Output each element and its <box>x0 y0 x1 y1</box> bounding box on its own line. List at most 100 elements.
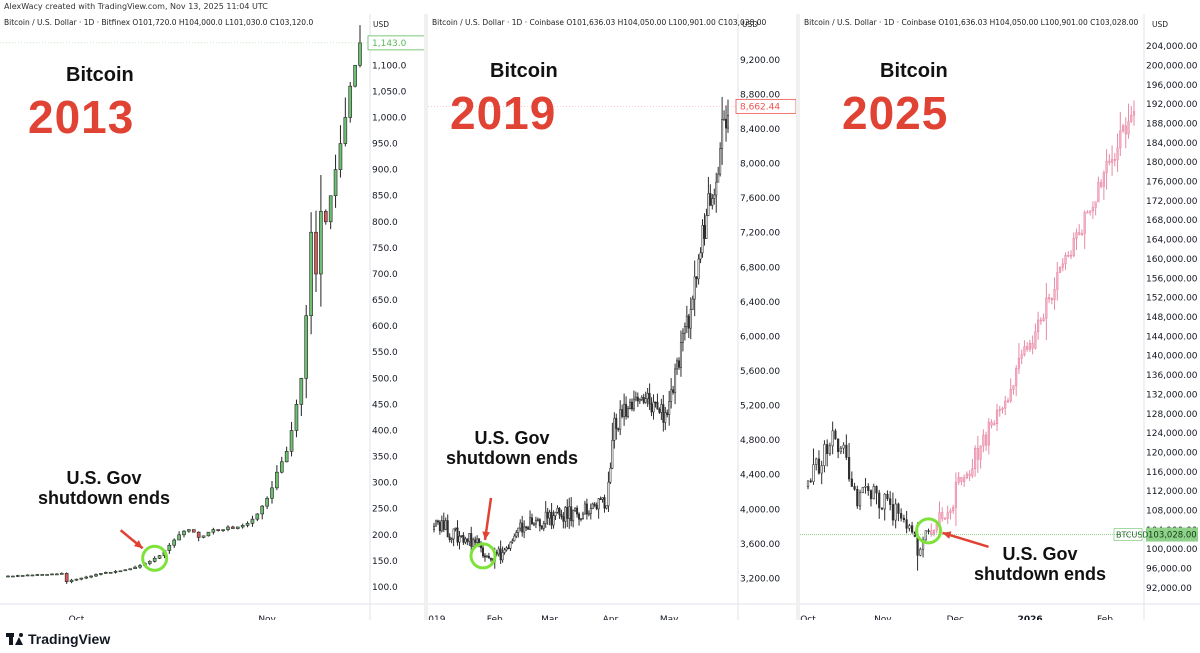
candle-body <box>703 225 706 239</box>
candle-body <box>548 511 551 519</box>
y-tick-label: 8,400.00 <box>740 125 780 135</box>
candle-body <box>25 574 30 577</box>
candle-body <box>177 534 181 541</box>
y-tick-label: 950.0 <box>372 140 398 150</box>
y-tick-label: 450.0 <box>372 400 398 410</box>
candle-body <box>607 481 610 507</box>
candle-body <box>255 513 260 520</box>
chart-panel-2025[interactable]: 92,000.0096,000.00100,000.00104,000.0010… <box>800 14 1200 620</box>
candle-body <box>260 505 265 515</box>
x-tick-label: Dec <box>947 615 964 620</box>
shutdown-marker-circle <box>915 517 943 545</box>
candle-body <box>858 492 862 507</box>
y-tick-label: 5,600.00 <box>740 367 780 377</box>
candle-body <box>845 444 848 458</box>
candle-body <box>646 392 649 400</box>
candle-body <box>595 504 598 510</box>
candle-body <box>971 468 974 477</box>
x-tick-label: 2019 <box>428 615 446 620</box>
candle-body <box>1020 354 1023 359</box>
candle-body <box>323 211 328 223</box>
candle-body <box>74 578 79 581</box>
chart-2019-svg[interactable]: 3,200.00 3,600.00 4,000.00 4,400.00 4,800.00… <box>428 14 798 620</box>
candle-body <box>1064 255 1067 265</box>
y-tick-label: 112,000.00 <box>1146 487 1198 497</box>
candle-body <box>59 573 64 575</box>
candle-body <box>900 513 903 519</box>
candle-body <box>681 332 684 343</box>
candle-body <box>872 486 875 500</box>
candle-body <box>691 298 694 310</box>
candle-body <box>523 526 526 533</box>
y-tick-label: 200.0 <box>372 531 398 541</box>
y-tick-label: 124,000.00 <box>1146 429 1198 439</box>
candle-body <box>499 548 502 561</box>
chart-title: Bitcoin <box>66 64 134 86</box>
candle-body <box>1028 342 1031 350</box>
chart-panel-2013[interactable]: 100.0 150.0 200.0 250.0 300.0 350.0 400.0 450.0… <box>0 14 426 620</box>
candle-body <box>550 511 553 526</box>
candle-body <box>611 440 614 469</box>
candle-body <box>867 486 870 491</box>
y-tick-label: 4,000.00 <box>740 505 780 515</box>
x-tick-label: May <box>660 615 679 620</box>
candle-body <box>952 507 955 512</box>
y-tick-label: 1,000.0 <box>372 113 407 123</box>
candle-body <box>1110 159 1114 163</box>
candle-body <box>99 573 103 575</box>
chart-2013-svg[interactable]: 100.0 150.0 200.0 250.0 300.0 350.0 400.0 450.0… <box>0 14 426 620</box>
candle-body <box>613 417 616 441</box>
candle-body <box>470 533 473 547</box>
candle-body <box>687 315 690 329</box>
candle-body <box>40 574 45 576</box>
candle-body <box>538 519 541 527</box>
candle-body <box>1100 182 1103 187</box>
candle-body <box>525 526 528 529</box>
candle-body <box>960 476 963 482</box>
candle-body <box>625 403 628 417</box>
candle-body <box>1042 317 1045 322</box>
candle-body <box>636 396 639 402</box>
candle-body <box>576 507 579 515</box>
candle-body <box>809 480 812 483</box>
candle-body <box>1127 121 1130 135</box>
y-tick-label: 150.0 <box>372 557 398 567</box>
candle-body <box>128 568 133 571</box>
annotation-line-2: shutdown ends <box>974 564 1106 584</box>
candle-body <box>172 539 177 546</box>
y-tick-label: 8,800.00 <box>740 90 780 100</box>
tradingview-logo[interactable]: TradingView <box>6 631 110 647</box>
x-tick-label: 2026 <box>1018 615 1043 620</box>
candle-body <box>619 409 622 430</box>
candle-body <box>1113 159 1116 161</box>
candle-body <box>167 544 172 551</box>
x-tick-label: Feb <box>1097 615 1113 620</box>
x-tick-label: Feb <box>487 615 503 620</box>
y-tick-label: 168,000.00 <box>1146 216 1198 226</box>
candle-body <box>806 480 810 487</box>
candle-body <box>883 493 886 510</box>
candle-body <box>446 520 449 538</box>
candle-body <box>226 526 230 530</box>
candle-body <box>693 276 696 300</box>
candle-body <box>709 193 712 206</box>
y-tick-label: 96,000.00 <box>1146 565 1192 575</box>
candle-body <box>540 525 543 529</box>
y-tick-label: 188,000.00 <box>1146 119 1198 129</box>
chart-panel-2019[interactable]: 3,200.00 3,600.00 4,000.00 4,400.00 4,800.00… <box>428 14 798 620</box>
candle-body <box>834 430 837 440</box>
candle-body <box>191 529 196 533</box>
candle-body <box>1078 232 1081 235</box>
y-tick-label: 136,000.00 <box>1146 371 1198 381</box>
chart-2025-svg[interactable]: 92,000.0096,000.00100,000.00104,000.0010… <box>800 14 1200 620</box>
candle-body <box>705 215 708 239</box>
panel-divider <box>796 14 800 620</box>
candle-body <box>943 518 947 520</box>
y-tick-label: 6,800.00 <box>740 263 780 273</box>
annotation-arrowhead <box>133 540 143 549</box>
candle-body <box>725 118 728 129</box>
candle-body <box>938 512 941 525</box>
candle-body <box>478 538 481 544</box>
candle-body <box>157 555 162 559</box>
candle-body <box>630 401 633 410</box>
